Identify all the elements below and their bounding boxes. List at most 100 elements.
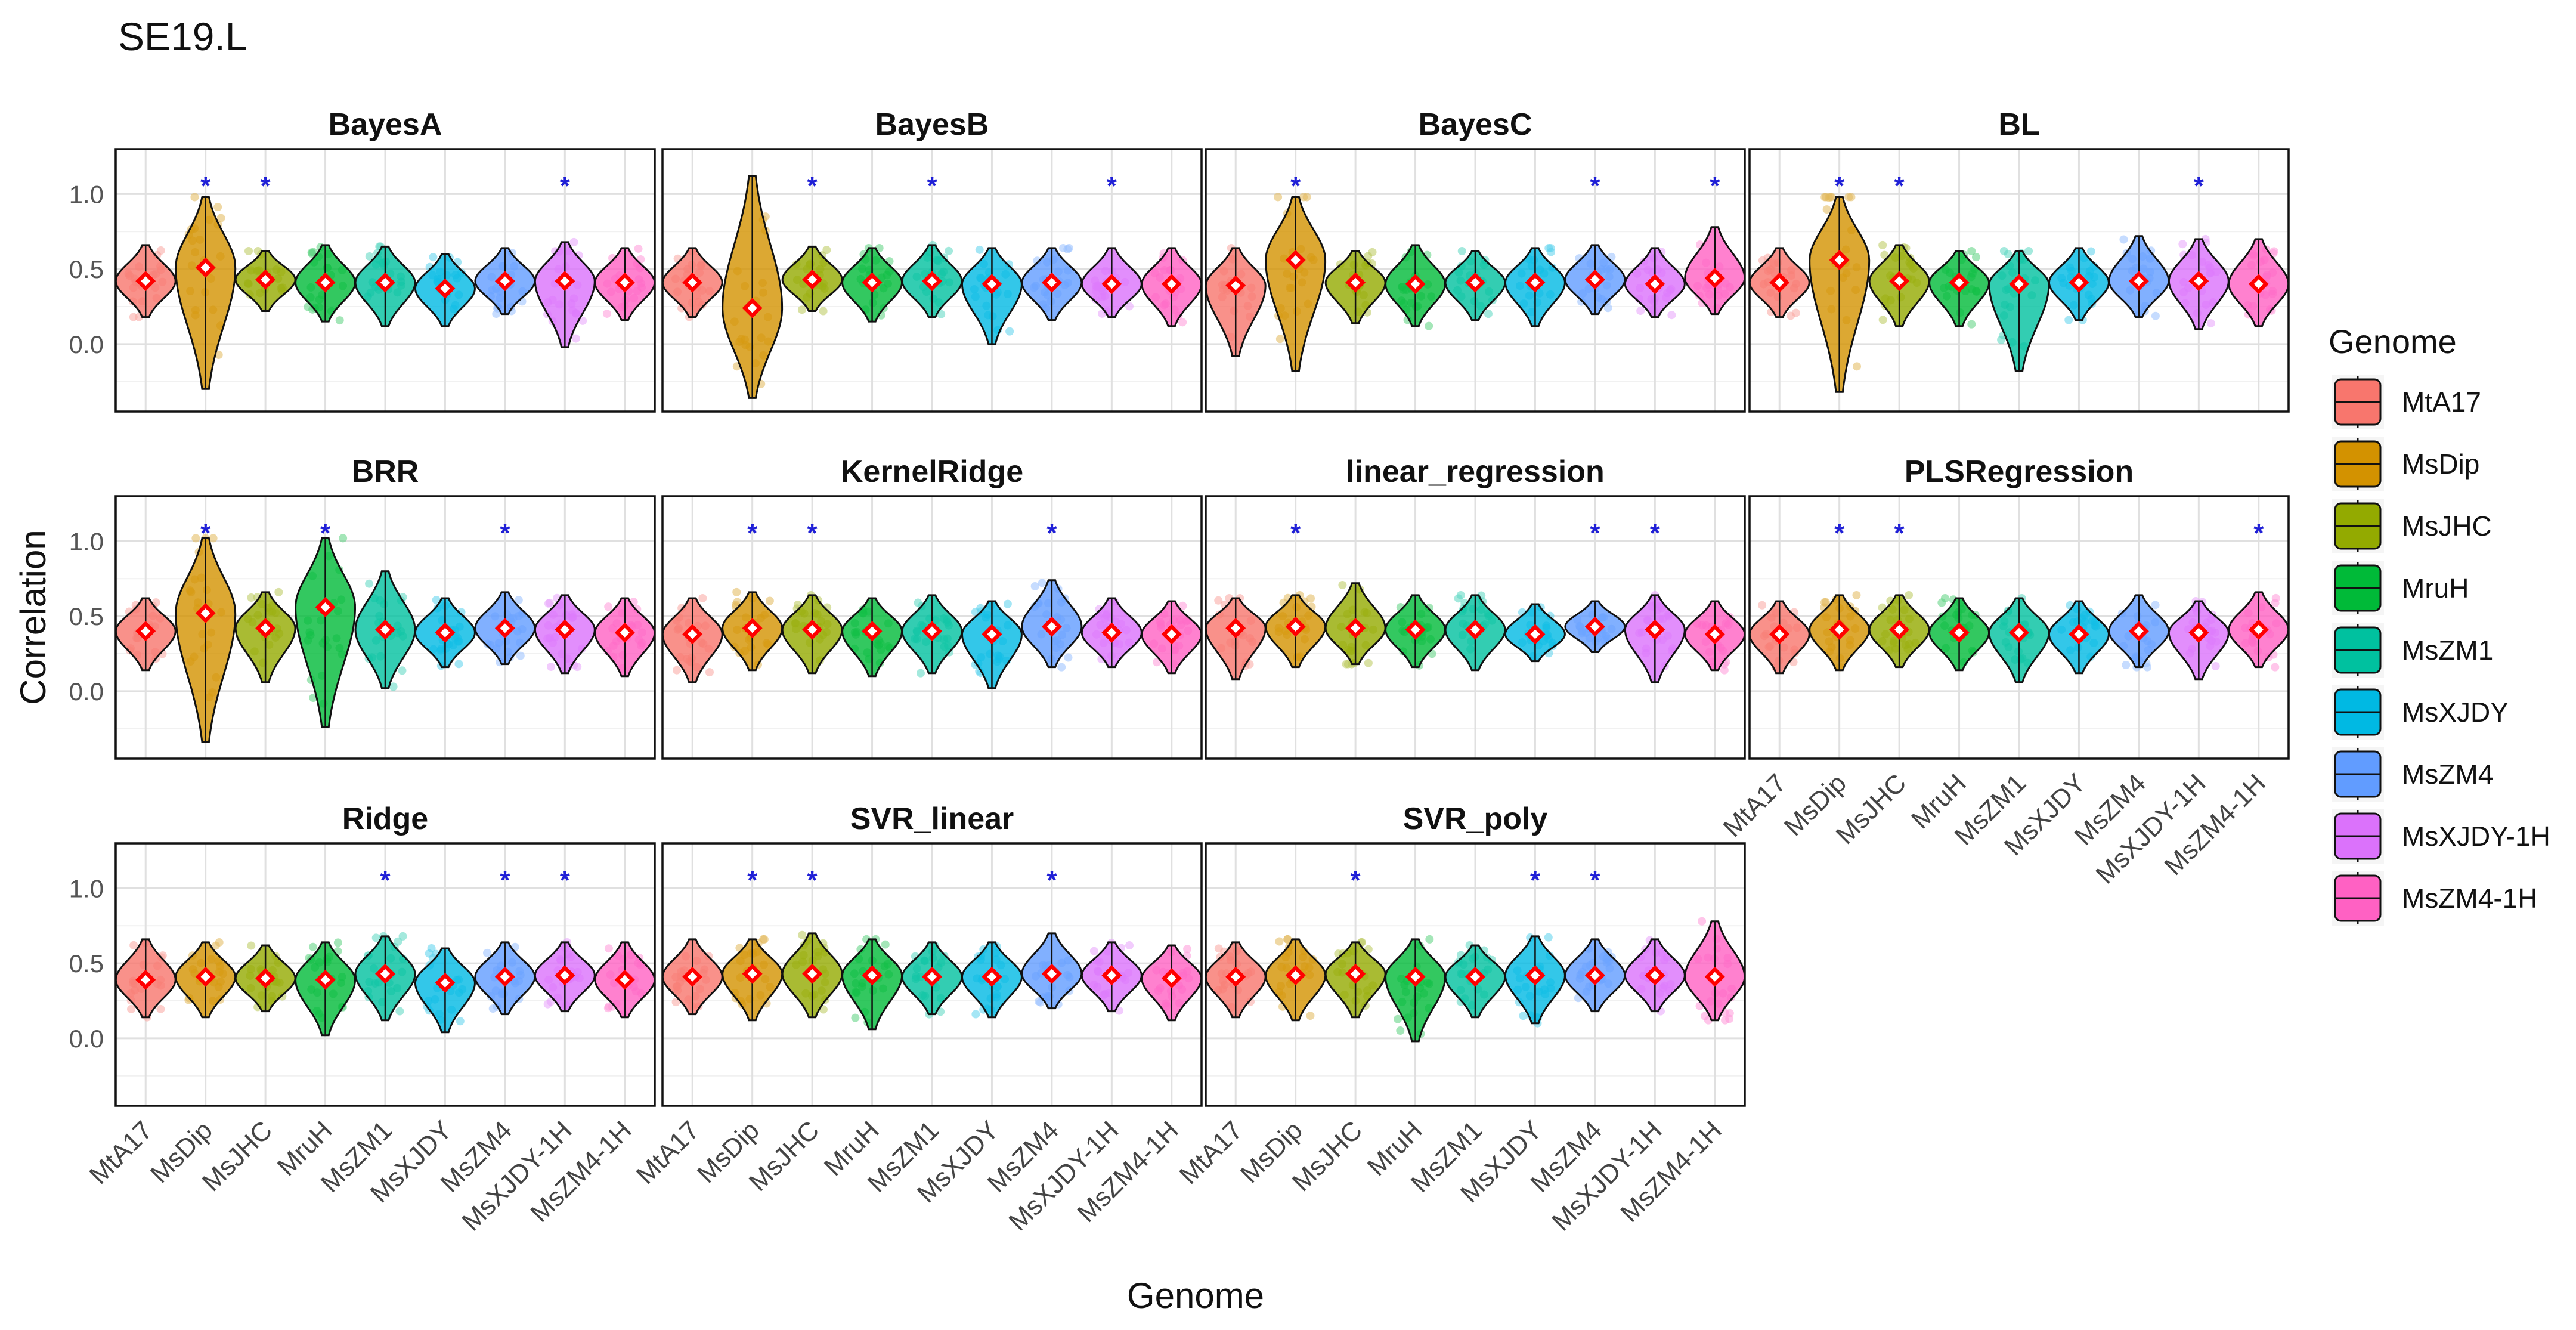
mean-marker-center xyxy=(1590,621,1600,632)
jitter-point xyxy=(1057,663,1066,672)
mean-marker-center xyxy=(200,262,210,273)
mean-marker-center xyxy=(1166,279,1176,289)
mean-marker-center xyxy=(2194,627,2204,638)
mean-marker-center xyxy=(1710,972,1720,982)
mean-marker-center xyxy=(141,276,151,286)
jitter-point xyxy=(1183,945,1192,954)
significance-star: * xyxy=(1351,865,1361,895)
jitter-point xyxy=(429,253,438,262)
jitter-point xyxy=(798,930,807,939)
significance-star: * xyxy=(1046,518,1057,548)
mean-marker-center xyxy=(1470,972,1480,982)
panel-SVR_poly xyxy=(1205,917,1746,1043)
jitter-point xyxy=(1997,335,2006,344)
jitter-point xyxy=(488,1004,497,1013)
significance-star: * xyxy=(1590,865,1600,895)
panel-title: BayesB xyxy=(875,107,989,142)
y-tick-label: 1.0 xyxy=(69,527,104,555)
jitter-point xyxy=(945,246,953,255)
jitter-point xyxy=(602,309,611,318)
mean-marker-center xyxy=(1470,624,1480,635)
legend-label: MsZM1 xyxy=(2402,635,2493,666)
jitter-point xyxy=(1275,335,1284,344)
significance-star: * xyxy=(2194,171,2205,200)
mean-marker-center xyxy=(688,972,698,982)
jitter-point xyxy=(1425,935,1434,944)
jitter-point xyxy=(1038,579,1046,587)
mean-marker-center xyxy=(1530,629,1540,639)
jitter-point xyxy=(698,593,707,602)
jitter-point xyxy=(209,534,218,543)
significance-star: * xyxy=(1650,518,1661,548)
mean-marker-center xyxy=(380,969,390,979)
mean-marker-center xyxy=(867,277,877,287)
jitter-point xyxy=(427,944,436,952)
jitter-point xyxy=(1306,1012,1315,1020)
legend-item-MsZM1: MsZM1 xyxy=(2332,623,2493,678)
jitter-point xyxy=(1821,598,1830,607)
jitter-point xyxy=(1853,362,1862,371)
significance-star: * xyxy=(560,865,571,895)
jitter-point xyxy=(215,938,224,947)
panel-frame xyxy=(1205,495,1746,760)
panel-Ridge xyxy=(114,932,656,1037)
mean-marker-center xyxy=(747,623,757,633)
mean-marker-center xyxy=(1650,970,1660,981)
significance-star: * xyxy=(1290,171,1301,200)
mean-marker-center xyxy=(261,274,271,284)
jitter-point xyxy=(634,244,643,253)
jitter-point xyxy=(247,593,256,602)
mean-marker-center xyxy=(1954,627,1964,638)
jitter-point xyxy=(2122,660,2131,669)
mean-marker-center xyxy=(560,276,570,286)
x-tick-label: MtA17 xyxy=(1718,768,1792,843)
jitter-point xyxy=(1338,580,1347,589)
jitter-point xyxy=(1005,327,1014,336)
panel-frame xyxy=(114,495,656,760)
jitter-point xyxy=(1125,302,1134,311)
panel-frame xyxy=(1205,842,1746,1107)
y-tick-label: 1.0 xyxy=(69,874,104,902)
panel-BRR xyxy=(114,534,656,743)
panel-title: SVR_linear xyxy=(850,802,1014,836)
jitter-point xyxy=(1306,594,1315,603)
mean-marker-center xyxy=(1590,274,1600,284)
jitter-point xyxy=(971,1010,980,1019)
mean-marker-center xyxy=(1290,970,1301,981)
mean-marker-center xyxy=(1470,277,1480,287)
jitter-point xyxy=(1667,311,1676,320)
jitter-point xyxy=(1064,243,1073,252)
jitter-point xyxy=(671,998,680,1007)
mean-marker-center xyxy=(320,602,330,613)
jitter-point xyxy=(1701,1012,1710,1020)
mean-marker-center xyxy=(1107,970,1117,981)
mean-marker-center xyxy=(987,629,997,639)
jitter-point xyxy=(914,598,922,607)
mean-marker-center xyxy=(1107,627,1117,638)
mean-marker-center xyxy=(1107,279,1117,289)
mean-marker-center xyxy=(1046,277,1057,287)
legend-label: MtA17 xyxy=(2402,386,2481,417)
jitter-point xyxy=(569,237,578,246)
mean-marker-center xyxy=(320,975,330,985)
mean-marker-center xyxy=(440,978,450,988)
jitter-point xyxy=(1878,316,1887,324)
jitter-point xyxy=(432,596,441,605)
mean-marker-center xyxy=(1710,273,1720,283)
jitter-point xyxy=(2151,601,2160,610)
legend-label: MsJHC xyxy=(2402,511,2492,542)
mean-marker-center xyxy=(1530,277,1540,287)
mean-marker-center xyxy=(2074,277,2084,287)
jitter-point xyxy=(398,666,407,675)
significance-star: * xyxy=(1710,171,1720,200)
jitter-point xyxy=(1822,205,1831,214)
jitter-point xyxy=(398,932,407,941)
jitter-point xyxy=(216,214,225,222)
mean-marker-center xyxy=(1834,255,1844,265)
jitter-point xyxy=(1484,310,1493,318)
mean-marker-center xyxy=(1834,624,1844,635)
jitter-point xyxy=(1519,1012,1528,1020)
jitter-point xyxy=(673,666,682,675)
jitter-point xyxy=(1299,193,1308,202)
jitter-point xyxy=(274,587,283,596)
